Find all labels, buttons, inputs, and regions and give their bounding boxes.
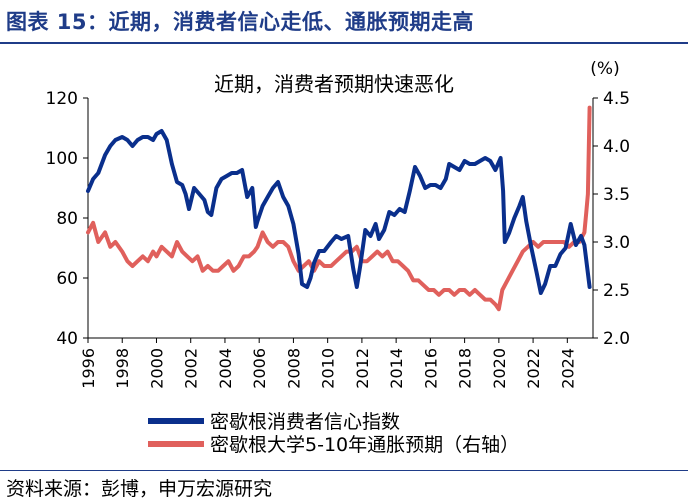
header-divider bbox=[0, 42, 688, 44]
x-tick-label: 2010 bbox=[319, 348, 338, 389]
right-tick-label: 3.5 bbox=[603, 185, 630, 205]
line-chart: 近期，消费者预期快速恶化 (%) 40 60 80 100 120 2.0 2.5 3.0 3… bbox=[46, 59, 631, 456]
x-tick-label: 1996 bbox=[79, 348, 98, 389]
x-tick-label: 2012 bbox=[353, 348, 372, 389]
left-tick-label: 60 bbox=[56, 269, 78, 289]
x-tick-label: 2018 bbox=[456, 348, 475, 389]
legend-label-inflation: 密歇根大学5-10年通胀预期（右轴） bbox=[210, 434, 519, 456]
right-axis-unit: (%) bbox=[590, 59, 619, 79]
legend: 密歇根消费者信心指数 密歇根大学5-10年通胀预期（右轴） bbox=[148, 411, 519, 456]
x-tick-label: 2006 bbox=[250, 348, 269, 389]
left-axis-ticks: 40 60 80 100 120 bbox=[46, 89, 88, 349]
right-tick-label: 4.0 bbox=[603, 137, 630, 157]
left-tick-label: 80 bbox=[56, 209, 78, 229]
right-tick-label: 2.5 bbox=[603, 281, 630, 301]
x-tick-label: 2004 bbox=[216, 348, 235, 389]
series-line-inflation-expectation bbox=[86, 105, 592, 312]
series-line-consumer-confidence bbox=[86, 129, 592, 295]
right-tick-label: 2.0 bbox=[603, 329, 630, 349]
x-tick-label: 1998 bbox=[113, 348, 132, 389]
left-tick-label: 100 bbox=[46, 149, 78, 169]
figure-title: 图表 15：近期，消费者信心走低、通胀预期走高 bbox=[6, 10, 475, 34]
x-tick-label: 2024 bbox=[558, 348, 577, 389]
x-tick-label: 2020 bbox=[490, 348, 509, 389]
x-tick-label: 2014 bbox=[387, 348, 406, 389]
x-tick-label: 2016 bbox=[421, 348, 440, 389]
right-tick-label: 3.0 bbox=[603, 233, 630, 253]
x-tick-label: 2008 bbox=[284, 348, 303, 389]
x-tick-label: 2002 bbox=[182, 348, 201, 389]
source-note: 资料来源：彭博，申万宏源研究 bbox=[6, 478, 273, 500]
right-axis-ticks: 2.0 2.5 3.0 3.5 4.0 4.5 bbox=[593, 89, 630, 349]
right-tick-label: 4.5 bbox=[603, 89, 630, 109]
footer-divider bbox=[0, 470, 688, 471]
left-tick-label: 40 bbox=[56, 329, 78, 349]
x-tick-label: 2000 bbox=[147, 348, 166, 389]
x-axis-ticks: 1996 1998 2000 2002 2004 2006 2008 2010 2012 2014… bbox=[79, 338, 577, 389]
x-tick-label: 2022 bbox=[524, 348, 543, 389]
legend-label-confidence: 密歇根消费者信心指数 bbox=[210, 411, 400, 433]
left-tick-label: 120 bbox=[46, 89, 78, 109]
chart-title: 近期，消费者预期快速恶化 bbox=[214, 72, 454, 96]
series-group bbox=[86, 105, 592, 312]
figure-header: 图表 15：近期，消费者信心走低、通胀预期走高 bbox=[0, 0, 688, 44]
